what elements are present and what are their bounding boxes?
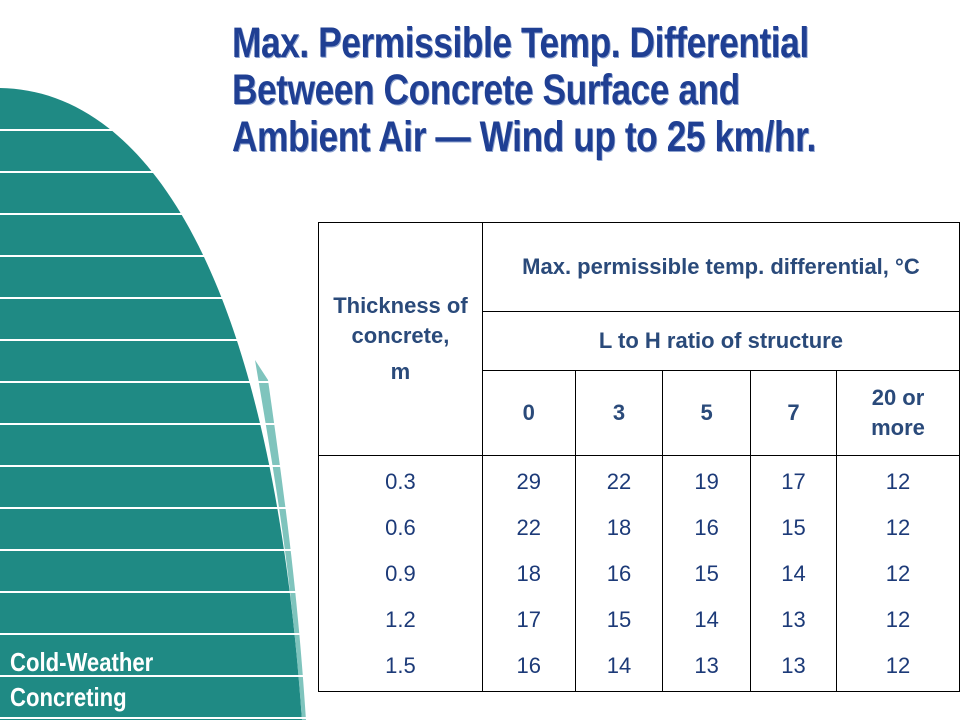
cell: 14 (694, 607, 719, 632)
stripes (0, 129, 310, 719)
cell: 12 (885, 561, 911, 586)
cell: 12 (885, 515, 911, 540)
dome (0, 88, 302, 720)
table: Thickness of concrete, m Max. permissibl… (318, 222, 960, 692)
body-column: 29 22 18 17 16 (481, 455, 576, 692)
cell: 0.3 (385, 469, 416, 494)
cell: 12 (885, 653, 911, 678)
cell: 14 (606, 653, 632, 678)
ratio-header: 0 (481, 370, 576, 456)
cell: 12 (885, 607, 911, 632)
title-line: Max. Permissible Temp. Differential (232, 19, 809, 67)
header-cell: Max. permissible temp. differential, °C (481, 222, 960, 312)
cell: 16 (606, 561, 632, 586)
cell: 14 (781, 561, 806, 586)
cell: 16 (694, 515, 719, 540)
cell: 0.9 (385, 561, 416, 586)
cell: 0.6 (385, 515, 416, 540)
ratio-header: 20 or more (836, 370, 960, 456)
cell: 12 (885, 469, 911, 494)
header-unit: m (390, 359, 411, 384)
title-line: Between Concrete Surface and (232, 66, 740, 114)
cell: 15 (781, 515, 806, 540)
header-cell: Thickness of concrete, m (318, 222, 483, 456)
cell: 17 (516, 607, 541, 632)
cell: 15 (694, 561, 719, 586)
title-line: Ambient Air — Wind up to 25 km/hr. (232, 113, 816, 161)
cell: 19 (694, 469, 719, 494)
header-text: Thickness of concrete, (333, 293, 468, 348)
cell: 17 (781, 469, 806, 494)
cell: 15 (606, 607, 632, 632)
cell: 22 (516, 515, 541, 540)
cell: 13 (781, 607, 806, 632)
cell: 1.2 (385, 607, 416, 632)
body-column: 0.3 0.6 0.9 1.2 1.5 (318, 455, 483, 692)
dome-edge (255, 360, 306, 720)
cell: 18 (516, 561, 541, 586)
footer-line: Cold-Weather (10, 647, 154, 677)
body-column: 12 12 12 12 12 (836, 455, 960, 692)
body-column: 22 18 16 15 14 (574, 455, 664, 692)
cell: 13 (694, 653, 719, 678)
body-column: 17 15 14 13 13 (749, 455, 838, 692)
cell: 29 (516, 469, 541, 494)
decoration (0, 88, 310, 720)
title: Max. Permissible Temp. Differential Betw… (232, 20, 904, 161)
footer-line: Concreting (10, 682, 127, 712)
cell: 22 (606, 469, 632, 494)
cell: 16 (516, 653, 541, 678)
ratio-header: 7 (749, 370, 838, 456)
body-column: 19 16 15 14 13 (662, 455, 751, 692)
cell: 13 (781, 653, 806, 678)
header-cell: L to H ratio of structure (481, 311, 960, 371)
cell: 1.5 (385, 653, 416, 678)
ratio-header: 5 (662, 370, 751, 456)
header-text: Max. permissible temp. differential, °C (522, 254, 920, 279)
cell: 18 (606, 515, 632, 540)
ratio-header: 3 (574, 370, 664, 456)
footer: Cold-Weather Concreting (10, 645, 231, 715)
